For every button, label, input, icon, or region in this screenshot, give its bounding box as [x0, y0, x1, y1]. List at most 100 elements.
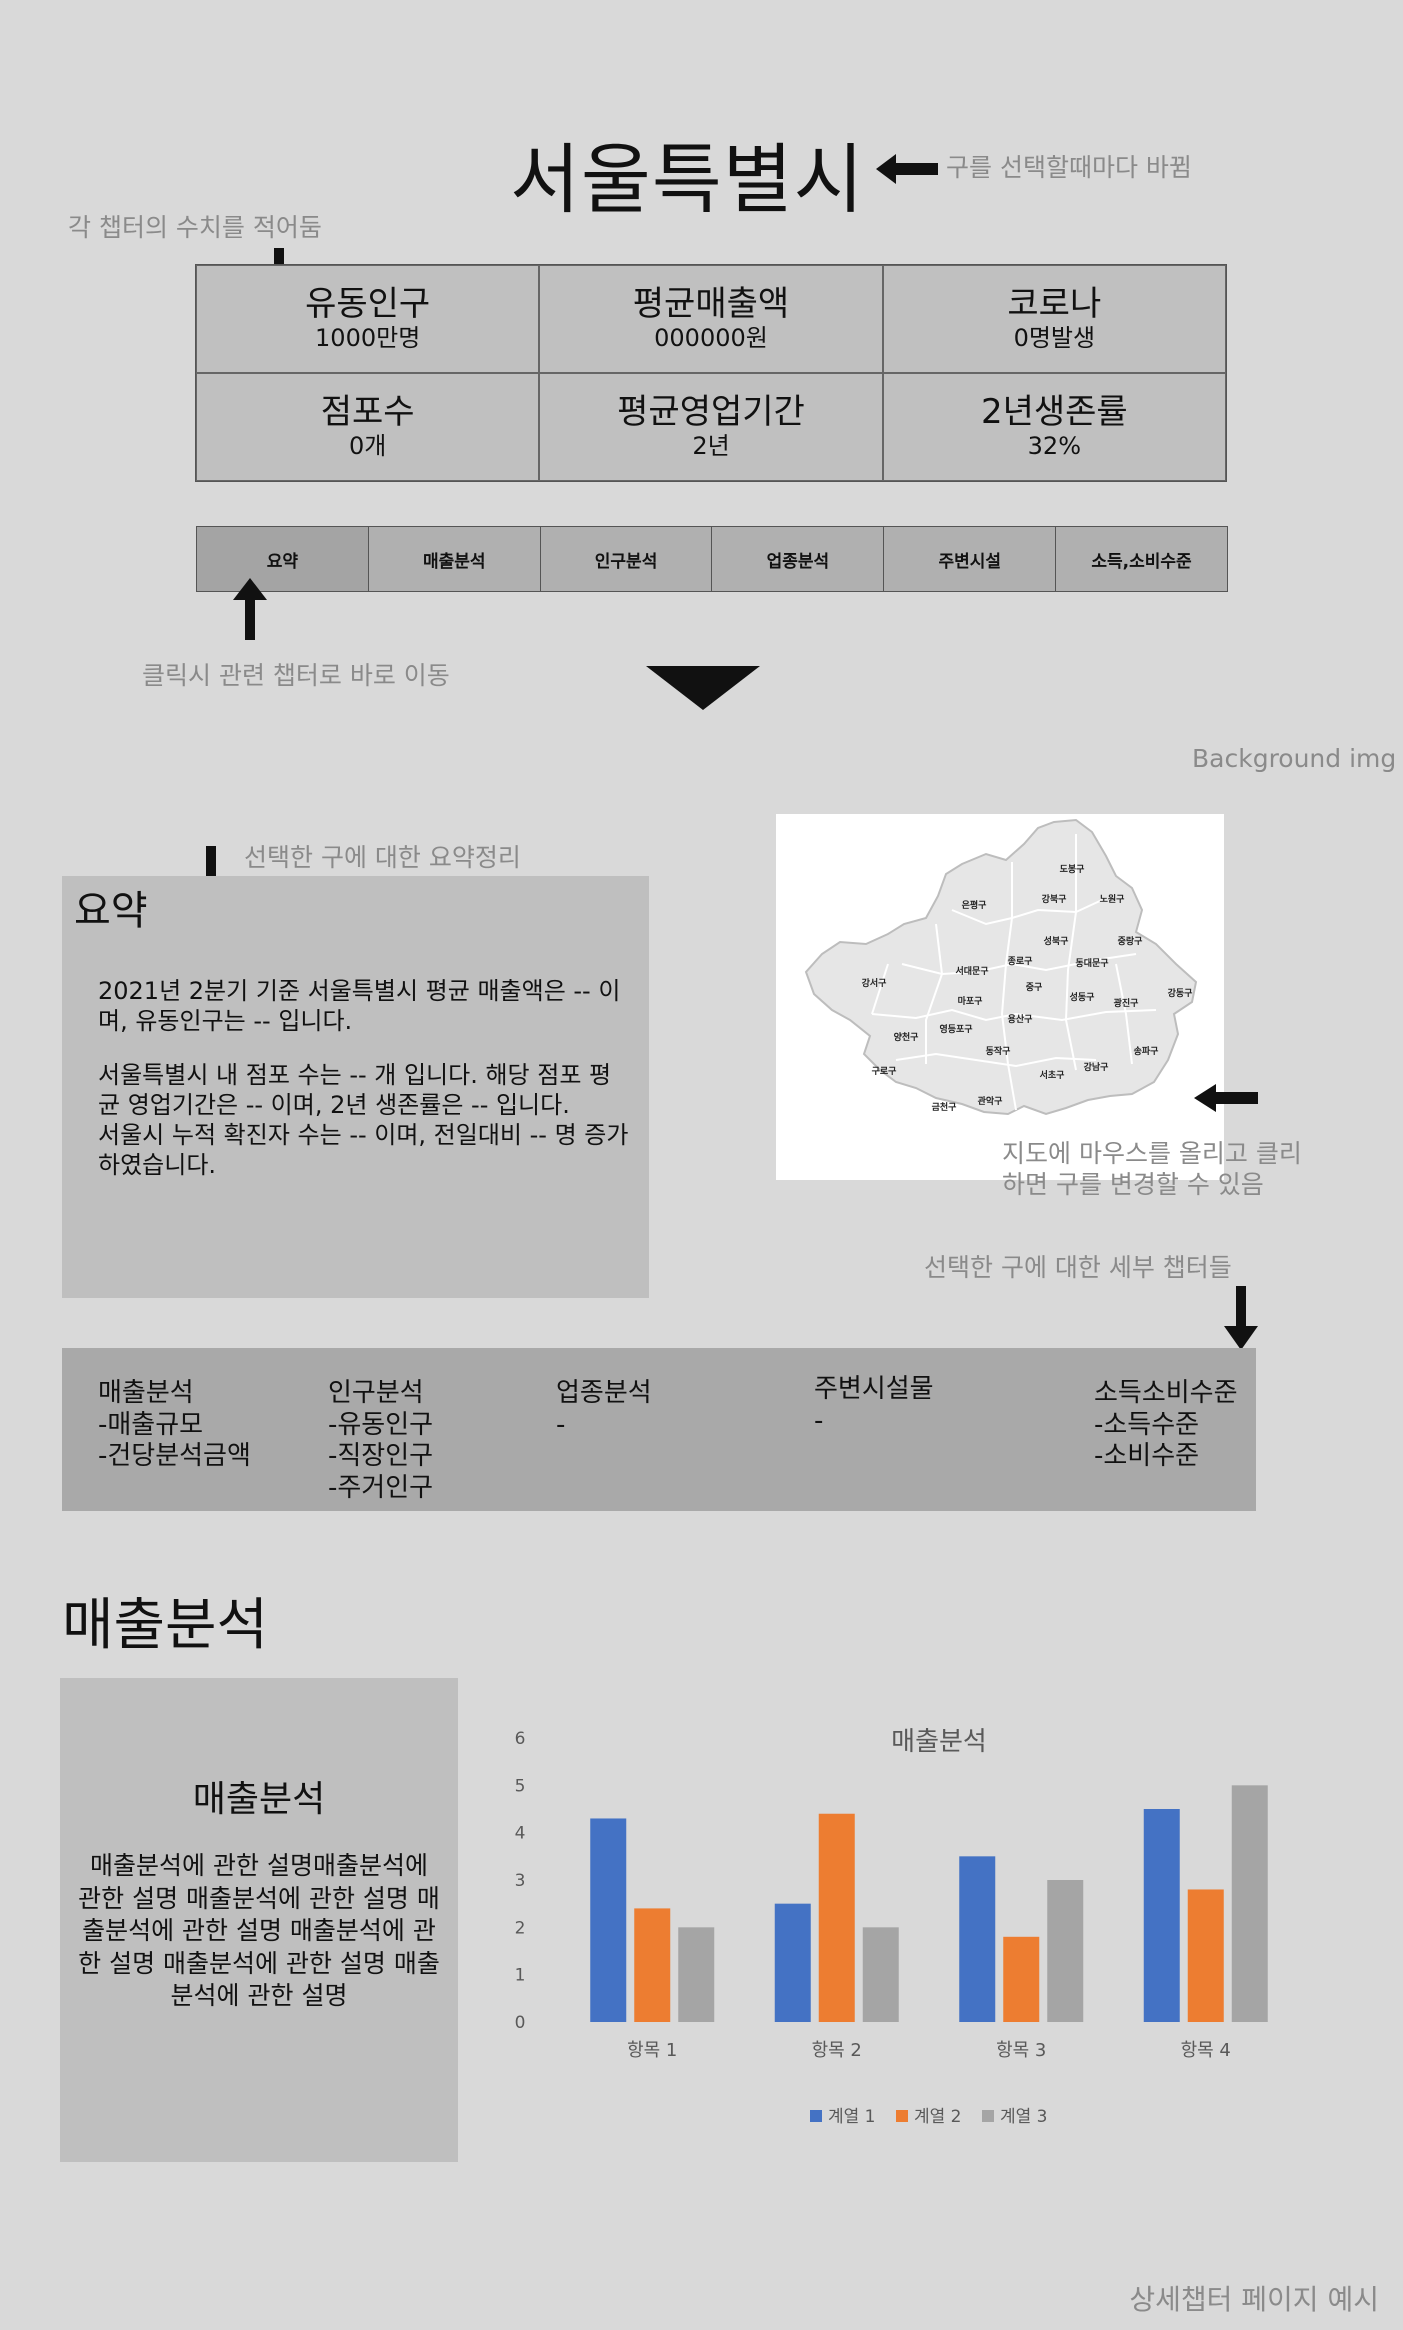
chapter-sales[interactable]: 매출분석 -매출규모 -건당분석금액: [98, 1378, 251, 1473]
bar-2-3: [862, 1927, 899, 2022]
map-district-label[interactable]: 영등포구: [939, 1023, 972, 1035]
chapter-population[interactable]: 인구분석 -유동인구 -직장인구 -주거인구: [328, 1378, 433, 1505]
summary-panel: 요약 2021년 2분기 기준 서울특별시 평균 매출액은 -- 이며, 유동인…: [62, 876, 649, 1298]
map-district-label[interactable]: 마포구: [958, 995, 983, 1007]
y-tick-label: 1: [515, 1966, 526, 1986]
y-tick-label: 2: [515, 1918, 526, 1938]
legend-swatch: [982, 2110, 994, 2122]
chapter-line: -유동인구: [328, 1409, 434, 1440]
chapter-title: 인구분석: [328, 1378, 424, 1408]
down-arrow-icon: [1224, 1286, 1258, 1354]
chapter-tabs: 요약 매출분석 인구분석 업종분석 주변시설 소득,소비수준: [196, 526, 1228, 592]
stats-grid: 유동인구 1000만명 평균매출액 000000원 코로나 0명발생 점포수 0…: [195, 264, 1227, 482]
map-note: 지도에 마우스를 올리고 클리 하면 구를 변경할 수 있음: [1002, 1138, 1302, 1201]
bar-4-2: [1187, 1889, 1224, 2022]
map-district-label[interactable]: 성북구: [1044, 935, 1069, 947]
stat-label: 코로나: [1007, 284, 1102, 325]
sales-description-body: 매출분석에 관한 설명매출분석에 관한 설명 매출분석에 관한 설명 매출분석에…: [78, 1851, 440, 2010]
map-district-label[interactable]: 금천구: [932, 1102, 957, 1113]
summary-note: 선택한 구에 대한 요약정리: [244, 843, 521, 872]
y-tick-label: 0: [515, 2013, 526, 2033]
map-district-label[interactable]: 중구: [1026, 982, 1043, 993]
tab-population-analysis[interactable]: 인구분석: [541, 527, 713, 591]
bar-2-1: [774, 1903, 811, 2022]
bar-4-3: [1231, 1785, 1268, 2022]
map-district-label[interactable]: 광진구: [1114, 997, 1139, 1009]
stat-card-corona: 코로나 0명발생: [882, 265, 1226, 373]
detail-chapters-panel: 매출분석 -매출규모 -건당분석금액 인구분석 -유동인구 -직장인구 -주거인…: [62, 1348, 1256, 1511]
left-arrow-icon: [876, 154, 938, 188]
map-district-label[interactable]: 양천구: [894, 1031, 919, 1043]
footer-note: 상세챕터 페이지 예시: [1129, 2283, 1379, 2316]
bar-3-3: [1047, 1880, 1084, 2022]
y-tick-label: 6: [515, 1729, 526, 1749]
map-district-label[interactable]: 도봉구: [1060, 864, 1085, 875]
map-district-label[interactable]: 용산구: [1008, 1013, 1033, 1025]
chapter-line: -소비수준: [1094, 1441, 1200, 1472]
bar-1-3: [678, 1927, 715, 2022]
stat-label: 점포수: [320, 392, 415, 433]
map-district-label[interactable]: 강북구: [1042, 893, 1067, 905]
stat-value: 0개: [348, 432, 387, 461]
x-tick-label: 항목 1: [627, 2040, 677, 2061]
chapter-line: -: [556, 1409, 566, 1440]
map-district-label[interactable]: 중랑구: [1118, 935, 1143, 947]
bar-1-2: [634, 1908, 671, 2022]
chapter-income-consumption[interactable]: 소득소비수준 -소득수준 -소비수준: [1094, 1378, 1238, 1473]
stat-card-average-sales: 평균매출액 000000원: [539, 265, 883, 373]
tab-nearby-facilities[interactable]: 주변시설: [884, 527, 1057, 591]
map-district-label[interactable]: 은평구: [962, 899, 987, 911]
stat-card-survival-rate: 2년생존률 32%: [882, 373, 1226, 481]
legend-swatch: [896, 2110, 908, 2122]
tab-industry-analysis[interactable]: 업종분석: [712, 527, 885, 591]
tab-summary[interactable]: 요약: [197, 527, 369, 591]
map-district-label[interactable]: 종로구: [1008, 956, 1033, 967]
map-note-line: 하면 구를 변경할 수 있음: [1002, 1170, 1264, 1200]
chapter-industry[interactable]: 업종분석 -: [556, 1378, 652, 1441]
map-note-line: 지도에 마우스를 올리고 클리: [1002, 1139, 1302, 1168]
stat-label: 유동인구: [305, 284, 431, 325]
legend-swatch: [810, 2110, 822, 2122]
up-arrow-icon: [233, 578, 267, 644]
bar-1-1: [590, 1818, 627, 2022]
page-title: 서울특별시: [510, 135, 865, 224]
stat-label: 2년생존률: [980, 392, 1128, 433]
tabs-note: 클릭시 관련 챕터로 바로 이동: [142, 661, 450, 690]
map-district-label[interactable]: 구로구: [872, 1066, 897, 1077]
bar-2-2: [818, 1813, 855, 2022]
map-district-label[interactable]: 관악구: [978, 1095, 1003, 1107]
chapter-title: 업종분석: [556, 1378, 652, 1408]
summary-paragraph: 서울특별시 내 점포 수는 -- 개 입니다. 해당 점포 평균 영업기간은 -…: [98, 1061, 612, 1119]
legend-label: 계열 1: [828, 2107, 876, 2127]
left-arrow-icon: [1194, 1084, 1258, 1116]
y-tick-label: 3: [515, 1871, 526, 1891]
map-district-label[interactable]: 강서구: [862, 977, 887, 989]
x-tick-label: 항목 2: [812, 2040, 862, 2061]
map-district-label[interactable]: 송파구: [1134, 1045, 1159, 1057]
map-district-label[interactable]: 동대문구: [1075, 957, 1108, 969]
map-district-label[interactable]: 서초구: [1040, 1069, 1065, 1081]
chapter-facilities[interactable]: 주변시설물 -: [814, 1374, 934, 1437]
map-district-label[interactable]: 노원구: [1100, 893, 1125, 905]
legend-label: 계열 2: [914, 2107, 962, 2127]
tab-sales-analysis[interactable]: 매출분석: [369, 527, 541, 591]
chapter-line: -: [814, 1405, 824, 1436]
map-district-label[interactable]: 서대문구: [955, 965, 988, 977]
tab-income-consumption[interactable]: 소득,소비수준: [1091, 551, 1192, 572]
stat-label: 평균영업기간: [617, 392, 805, 433]
map-district-label[interactable]: 성동구: [1070, 991, 1095, 1003]
map-district-label[interactable]: 강동구: [1168, 987, 1193, 999]
chart-title: 매출분석: [891, 1727, 987, 1757]
map-district-label[interactable]: 동작구: [986, 1046, 1011, 1057]
bar-4-1: [1143, 1809, 1180, 2022]
map-district-label[interactable]: 강남구: [1084, 1061, 1109, 1073]
x-tick-label: 항목 4: [1181, 2040, 1231, 2061]
stat-value: 1000만명: [315, 324, 421, 353]
summary-heading: 요약: [74, 888, 148, 934]
legend-label: 계열 3: [1000, 2107, 1048, 2127]
chapter-line: -주거인구: [328, 1473, 434, 1504]
stats-note: 각 챕터의 수치를 적어둠: [68, 213, 322, 242]
x-tick-label: 항목 3: [996, 2040, 1046, 2061]
stat-value: 2년: [692, 432, 730, 461]
